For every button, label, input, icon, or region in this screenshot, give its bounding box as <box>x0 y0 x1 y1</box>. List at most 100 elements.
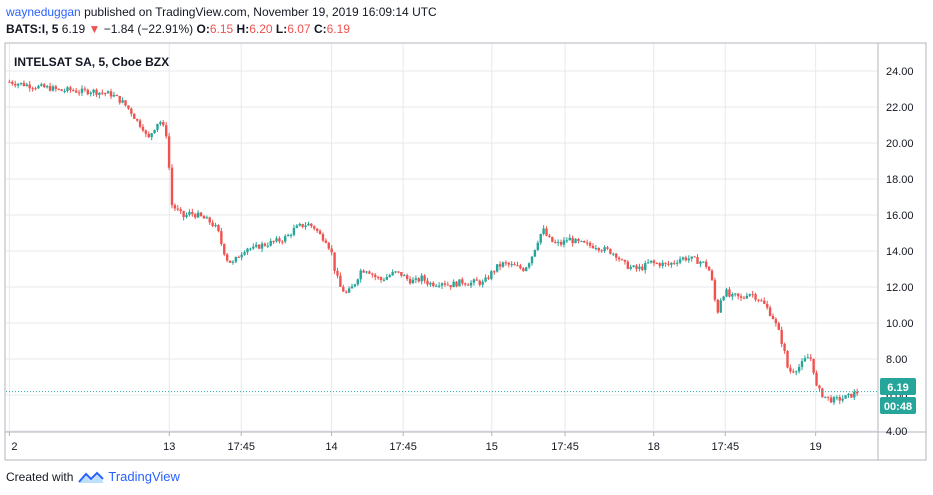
candle-body <box>147 133 150 138</box>
candle-body <box>504 262 508 264</box>
candle-body <box>609 248 612 254</box>
symbol-info: BATS:I, 5 6.19 ▼ −1.84 (−22.91%) O:6.15 … <box>6 22 350 36</box>
candle-body <box>768 307 772 316</box>
candle-body <box>400 271 403 276</box>
x-tick-label: 13 <box>163 441 175 453</box>
candle-body <box>620 259 624 261</box>
candle-body <box>19 82 23 84</box>
candle-body <box>818 385 821 389</box>
candle-body <box>176 208 180 210</box>
candle-body <box>403 275 406 277</box>
candle-body <box>292 227 296 235</box>
candle-body <box>22 82 26 87</box>
tradingview-brand[interactable]: TradingView <box>108 469 180 484</box>
candle-body <box>841 398 844 401</box>
candle-body <box>60 89 63 92</box>
x-tick-label: 17:45 <box>551 441 579 453</box>
candle-body <box>745 295 749 299</box>
candle-body <box>324 240 328 243</box>
candle-body <box>385 276 389 280</box>
candle-body <box>623 259 627 262</box>
y-tick-label: 14.00 <box>886 246 914 258</box>
candle-body <box>237 256 240 258</box>
chart-frame <box>4 42 927 461</box>
candle-body <box>835 397 839 399</box>
candle-body <box>484 277 487 282</box>
candle-body <box>83 88 87 90</box>
candle-body <box>54 86 58 89</box>
candle-body <box>832 397 836 403</box>
candle-body <box>118 95 121 103</box>
open-value: 6.15 <box>209 22 234 36</box>
candle-body <box>559 241 563 245</box>
candle-body <box>466 284 470 286</box>
candle-body <box>420 275 423 282</box>
candle-body <box>446 284 450 286</box>
candle-body <box>681 257 685 260</box>
candle-body <box>115 94 119 96</box>
candle-body <box>751 294 754 296</box>
price-change: −1.84 (−22.91%) <box>103 22 194 36</box>
candle-body <box>783 343 786 351</box>
candle-body <box>14 83 17 86</box>
candle-body <box>481 281 484 285</box>
candle-body <box>649 260 653 263</box>
candle-body <box>272 240 275 242</box>
x-tick-label: 18 <box>648 441 660 453</box>
candle-body <box>667 263 670 265</box>
candle-body <box>368 271 371 274</box>
candle-body <box>789 367 792 372</box>
author-link[interactable]: wayneduggan <box>6 5 81 19</box>
candle-body <box>353 284 357 287</box>
bar-countdown: 00:48 <box>884 401 912 413</box>
candle-body <box>92 89 95 93</box>
candle-body <box>205 217 209 219</box>
grid-lines <box>6 44 877 432</box>
low-label: L: <box>275 22 288 36</box>
candle-body <box>310 223 313 227</box>
candle-body <box>144 130 148 134</box>
candle-body <box>707 266 711 271</box>
candle-body <box>109 91 113 97</box>
candle-body <box>777 323 780 330</box>
candle-body <box>838 397 841 401</box>
candle-body <box>554 241 557 243</box>
x-tick-label: 17:45 <box>712 441 740 453</box>
candle-body <box>684 257 688 261</box>
candle-body <box>716 299 720 313</box>
candle-body <box>408 278 412 284</box>
candle-body <box>501 262 505 267</box>
candle-body <box>194 214 197 218</box>
candle-body <box>182 211 185 217</box>
candle-body <box>208 217 211 223</box>
candle-body <box>16 83 20 86</box>
candle-body <box>173 205 177 209</box>
candle-body <box>809 357 812 359</box>
candle-body <box>652 260 656 264</box>
candle-body <box>228 260 232 263</box>
candle-body <box>461 279 464 284</box>
candle-body <box>655 263 659 265</box>
y-tick-label: 8.00 <box>886 354 907 366</box>
candle-body <box>690 256 693 259</box>
candle-body <box>795 371 798 373</box>
candle-body <box>664 262 667 264</box>
candle-body <box>844 395 847 399</box>
time-axis[interactable]: 2 13 17:45 14 17:45 15 17:45 18 17:45 19 <box>8 432 822 453</box>
footer: Created with TradingView <box>6 469 180 484</box>
candle-body <box>234 256 238 262</box>
candle-body <box>220 231 223 244</box>
high-label: H: <box>236 22 250 36</box>
candle-body <box>281 241 284 243</box>
candle-body <box>231 261 235 263</box>
candle-body <box>635 265 638 269</box>
candle-body <box>426 280 429 285</box>
created-with-text: Created with <box>6 469 74 484</box>
candle-body <box>254 244 258 247</box>
candle-body <box>411 279 415 284</box>
last-price-badge: 6.19 00:48 <box>880 378 916 414</box>
candle-body <box>800 361 804 367</box>
candle-body <box>675 262 679 264</box>
candle-body <box>269 240 272 246</box>
